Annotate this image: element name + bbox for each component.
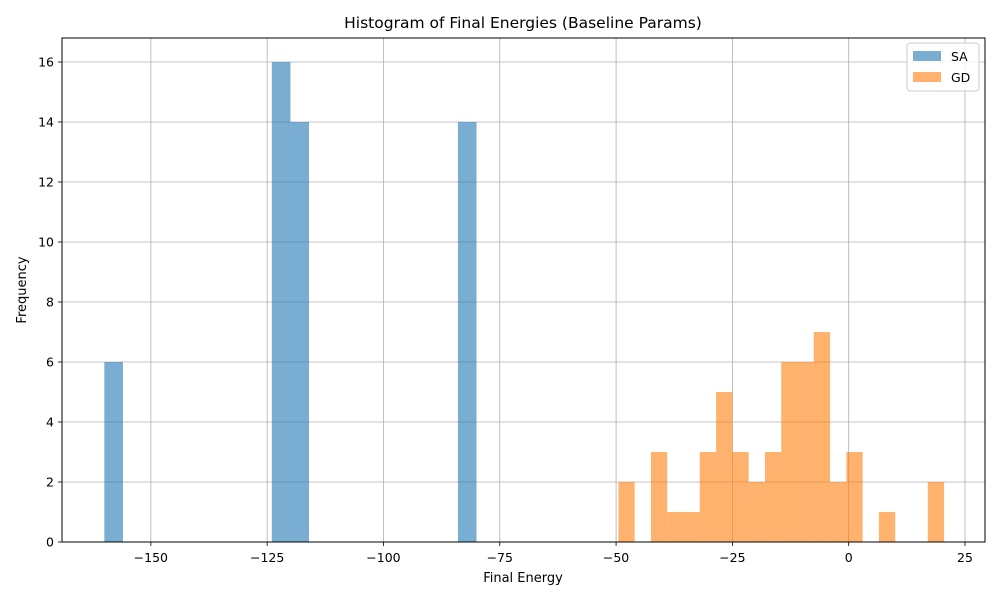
gd-histogram-bar: [618, 482, 635, 542]
gd-histogram-bar: [732, 452, 749, 542]
grid-lines: [62, 38, 985, 543]
histogram-bars: [104, 62, 945, 542]
gd-histogram-bar: [830, 482, 847, 542]
legend-label-gd: GD: [951, 70, 970, 85]
y-tick-label: 2: [46, 475, 54, 490]
x-tick-label: −150: [134, 550, 168, 565]
sa-histogram-bar: [290, 122, 310, 542]
legend: SA GD: [906, 42, 980, 92]
gd-histogram-bar: [650, 452, 668, 542]
x-tick-label: −50: [603, 550, 629, 565]
gd-histogram-bar: [781, 362, 798, 542]
legend-swatch-sa: [913, 51, 941, 61]
gd-histogram-bar: [797, 362, 814, 542]
legend-label-sa: SA: [951, 49, 968, 64]
y-tick-label: 8: [46, 295, 54, 310]
gd-histogram-bar: [716, 392, 733, 542]
y-tick-label: 16: [38, 55, 54, 70]
x-tick-label: −100: [366, 550, 400, 565]
y-axis-ticks: 0 2 4 6 8 10 12 14 16: [38, 55, 62, 550]
gd-histogram-bar: [813, 332, 831, 542]
chart-title: Histogram of Final Energies (Baseline Pa…: [344, 14, 702, 32]
y-tick-label: 10: [38, 235, 54, 250]
y-axis-label: Frequency: [15, 256, 30, 323]
sa-histogram-bar: [271, 62, 291, 542]
gd-histogram-bar: [667, 512, 684, 542]
gd-histogram-bar: [683, 512, 700, 542]
y-tick-label: 14: [38, 115, 54, 130]
gd-histogram-bar: [846, 452, 863, 542]
x-axis-ticks: −150 −125 −100 −75 −50 −25 0 25: [134, 542, 973, 565]
y-tick-label: 6: [46, 355, 54, 370]
x-tick-label: 25: [957, 550, 973, 565]
legend-swatch-gd: [913, 72, 941, 82]
gd-histogram-bar: [878, 512, 896, 542]
x-tick-label: −75: [487, 550, 513, 565]
plot-frame: [61, 37, 986, 543]
sa-histogram-bar: [104, 362, 123, 542]
gd-histogram-bar: [764, 452, 782, 542]
gd-histogram-bar: [927, 482, 945, 542]
gd-histogram-bar: [748, 482, 765, 542]
y-tick-label: 4: [46, 415, 54, 430]
gd-histogram-bar: [699, 452, 717, 542]
x-tick-label: −25: [719, 550, 745, 565]
x-axis-label: Final Energy: [483, 571, 563, 586]
y-tick-label: 0: [46, 535, 54, 550]
sa-histogram-bar: [457, 122, 477, 542]
y-tick-label: 12: [38, 175, 54, 190]
x-tick-label: −125: [250, 550, 284, 565]
x-tick-label: 0: [845, 550, 853, 565]
